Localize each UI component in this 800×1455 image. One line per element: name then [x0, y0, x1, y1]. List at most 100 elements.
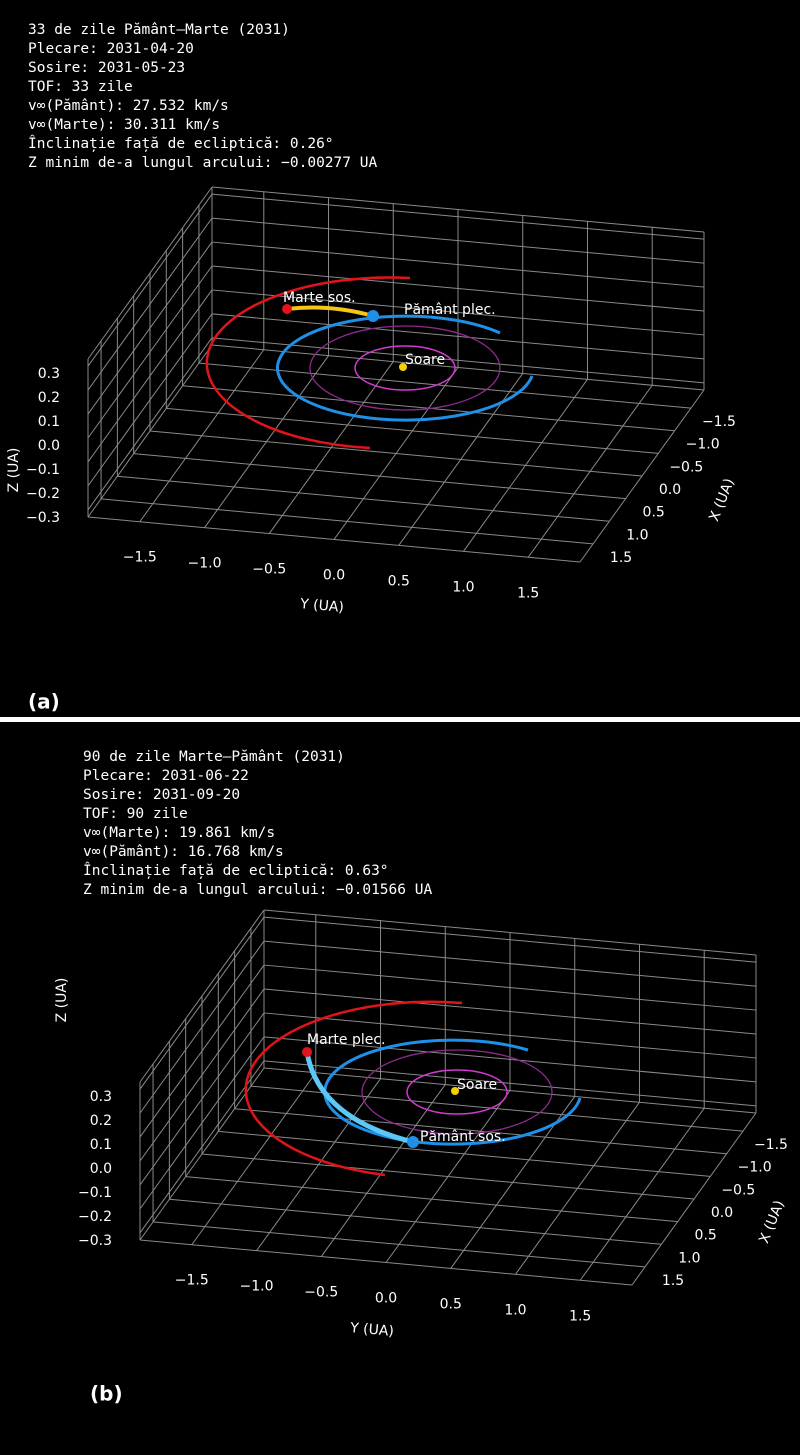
grid-line	[211, 193, 705, 240]
grid-line	[211, 241, 705, 288]
y-tick-label: 0.0	[375, 1291, 397, 1307]
y-tick-label: 1.5	[517, 585, 539, 601]
z-axis-label: Z (UA)	[6, 448, 22, 493]
y-tick-label: −1.5	[175, 1273, 209, 1289]
x-tick-label: 0.5	[695, 1228, 717, 1244]
annotation: Pământ plec.	[404, 302, 496, 318]
panel-label: (a)	[28, 690, 60, 714]
z-tick-label: 0.1	[90, 1137, 112, 1153]
grid-line	[211, 265, 705, 312]
info-line: Sosire: 2031-05-23	[28, 60, 185, 76]
annotation: Marte sos.	[283, 290, 356, 306]
z-tick-label: 0.0	[38, 438, 60, 454]
info-line: TOF: 33 zile	[28, 79, 133, 95]
earth-orbit	[323, 1038, 582, 1146]
x-tick-label: 1.0	[678, 1250, 700, 1266]
y-axis-label: Y (UA)	[299, 596, 345, 616]
z-tick-label: 0.0	[90, 1161, 112, 1177]
separator	[0, 717, 800, 722]
axes-grid	[139, 909, 757, 1286]
x-tick-label: 1.5	[662, 1273, 684, 1289]
orbit-ring	[354, 345, 456, 391]
grid-line	[211, 289, 705, 336]
y-tick-label: 1.0	[452, 579, 474, 595]
y-tick-label: −1.0	[240, 1279, 274, 1295]
grid-line	[263, 988, 757, 1035]
grid-line	[263, 916, 757, 963]
x-tick-label: −0.5	[669, 459, 703, 475]
x-tick-label: −0.5	[721, 1182, 755, 1198]
grid-line	[527, 384, 653, 558]
panel: Marte plec. Pământ sos. Soare Y (UA) X (…	[54, 749, 788, 1406]
info-line: Înclinație față de ecliptică: 0.63°	[83, 861, 389, 879]
y-tick-label: 0.5	[388, 573, 410, 589]
orbit-ring	[309, 325, 501, 411]
info-line: 90 de zile Marte–Pământ (2031)	[83, 749, 345, 765]
grid-line	[211, 313, 705, 360]
info-line: Plecare: 2031-06-22	[83, 768, 249, 784]
annotation: Soare	[405, 352, 445, 368]
z-tick-label: 0.3	[90, 1089, 112, 1105]
info-line: v∞(Pământ): 16.768 km/s	[83, 844, 284, 860]
x-tick-label: 0.0	[659, 482, 681, 498]
y-tick-label: 0.5	[440, 1296, 462, 1312]
y-tick-label: −0.5	[252, 562, 286, 578]
grid-line	[139, 916, 265, 1090]
info-line: 33 de zile Pământ–Marte (2031)	[28, 22, 290, 38]
info-line: Înclinație față de ecliptică: 0.26°	[28, 134, 334, 152]
z-tick-label: 0.2	[90, 1113, 112, 1129]
info-line: Z minim de-a lungul arcului: −0.00277 UA	[28, 155, 377, 171]
z-tick-label: 0.3	[38, 366, 60, 382]
info-line: v∞(Marte): 19.861 km/s	[83, 825, 275, 841]
panel-label: (b)	[90, 1382, 123, 1406]
grid-line	[87, 241, 213, 415]
grid-line	[579, 1107, 705, 1281]
x-tick-label: 0.5	[643, 505, 665, 521]
info-line: v∞(Marte): 30.311 km/s	[28, 117, 220, 133]
grid-line	[263, 1036, 757, 1083]
mars-orbit	[244, 1000, 463, 1177]
z-tick-label: −0.2	[78, 1209, 112, 1225]
z-tick-label: −0.1	[26, 462, 60, 478]
info-line: v∞(Pământ): 27.532 km/s	[28, 98, 229, 114]
z-tick-label: −0.3	[26, 510, 60, 526]
grid-line	[139, 1060, 265, 1234]
y-axis-label: Y (UA)	[349, 1320, 395, 1340]
grid-line	[139, 940, 265, 1114]
sun	[399, 363, 407, 371]
mars-point	[302, 1047, 312, 1057]
z-tick-label: −0.1	[78, 1185, 112, 1201]
grid-line	[268, 361, 394, 534]
y-tick-label: 0.0	[323, 568, 345, 584]
info-line: TOF: 90 zile	[83, 806, 188, 822]
grid-line	[263, 1012, 757, 1059]
z-tick-label: 0.1	[38, 414, 60, 430]
grid-line	[139, 1036, 265, 1210]
grid-line	[263, 964, 757, 1011]
grid-line	[87, 337, 213, 511]
grid-line	[263, 1060, 757, 1107]
y-tick-label: 1.5	[569, 1308, 591, 1324]
x-tick-label: 1.0	[626, 527, 648, 543]
y-tick-label: 1.0	[504, 1302, 526, 1318]
grid-line	[87, 193, 213, 367]
grid-line	[87, 217, 213, 391]
grid-line	[139, 349, 265, 523]
grid-line	[139, 964, 265, 1138]
z-tick-label: −0.2	[26, 486, 60, 502]
mars-point	[282, 304, 292, 314]
grid-line	[320, 1084, 446, 1257]
y-tick-label: −1.5	[123, 550, 157, 566]
earth-point	[367, 310, 379, 322]
grid-line	[256, 1078, 381, 1251]
x-tick-label: −1.5	[702, 414, 736, 430]
annotation: Soare	[457, 1077, 497, 1093]
axes-grid	[87, 186, 705, 563]
grid-line	[191, 1072, 317, 1246]
grid-line	[87, 289, 213, 463]
info-line: Plecare: 2031-04-20	[28, 41, 194, 57]
z-tick-label: −0.3	[78, 1233, 112, 1249]
